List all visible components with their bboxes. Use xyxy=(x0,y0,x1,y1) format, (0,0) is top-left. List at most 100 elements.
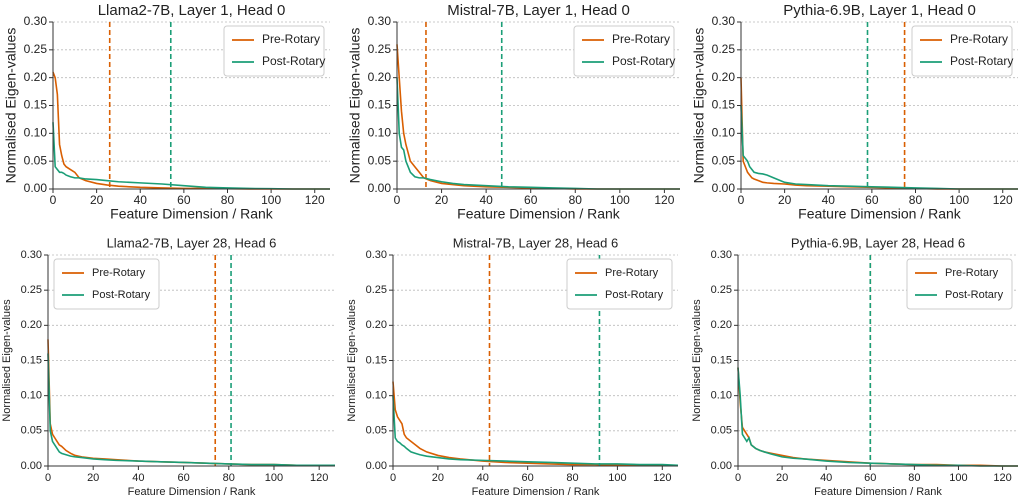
series-line xyxy=(47,339,335,467)
y-tick-label: 0.25 xyxy=(366,284,387,296)
subplot-title: Llama2-7B, Layer 1, Head 0 xyxy=(98,2,286,19)
y-tick-label: 0.00 xyxy=(368,181,392,195)
x-tick-label: 20 xyxy=(778,193,792,207)
y-tick-label: 0.15 xyxy=(24,98,48,112)
y-tick-label: 0.05 xyxy=(21,425,42,437)
x-tick-label: 0 xyxy=(738,193,745,207)
y-tick-label: 0.25 xyxy=(368,42,392,56)
y-axis-label: Normalised Eigen-values xyxy=(346,299,358,422)
y-tick-label: 0.20 xyxy=(366,319,387,331)
x-tick-label: 40 xyxy=(479,193,493,207)
y-tick-label: 0.30 xyxy=(368,14,392,28)
subplot-title: Pythia-6.9B, Layer 28, Head 6 xyxy=(791,235,965,250)
legend-label: Pre-Rotary xyxy=(945,267,999,279)
y-tick-label: 0.05 xyxy=(368,153,392,167)
series-line xyxy=(392,395,679,467)
x-tick-label: 40 xyxy=(132,472,144,484)
y-tick-label: 0.20 xyxy=(21,319,42,331)
y-tick-label: 0.10 xyxy=(368,126,392,140)
x-tick-label: 100 xyxy=(949,472,967,484)
y-tick-label: 0.15 xyxy=(711,354,732,366)
y-tick-label: 0.05 xyxy=(24,153,48,167)
y-tick-label: 0.15 xyxy=(366,354,387,366)
x-tick-label: 0 xyxy=(735,472,741,484)
y-axis-label: Normalised Eigen-values xyxy=(691,28,707,184)
y-tick-label: 0.05 xyxy=(366,425,387,437)
subplot-title: Llama2-7B, Layer 28, Head 6 xyxy=(107,235,277,250)
subplot: Mistral-7B, Layer 1, Head 0 0.00 0.05 0.10 0… xyxy=(347,2,680,222)
x-tick-label: 40 xyxy=(820,472,832,484)
subplot: Llama2-7B, Layer 1, Head 0 0.00 0.05 0.10 0.… xyxy=(3,2,330,222)
legend-box xyxy=(53,258,160,310)
y-axis-label: Normalised Eigen-values xyxy=(691,299,703,422)
legend-label: Pre-Rotary xyxy=(612,32,670,46)
y-tick-label: 0.05 xyxy=(712,153,736,167)
x-tick-label: 0 xyxy=(45,472,51,484)
x-tick-label: 120 xyxy=(654,193,674,207)
subplot-title: Pythia-6.9B, Layer 1, Head 0 xyxy=(783,2,976,19)
x-tick-label: 20 xyxy=(90,193,104,207)
legend-label: Post-Rotary xyxy=(950,54,1013,68)
x-tick-label: 0 xyxy=(390,472,396,484)
y-tick-label: 0.20 xyxy=(712,70,736,84)
y-tick-label: 0.00 xyxy=(711,460,732,472)
series-line xyxy=(52,71,330,190)
y-tick-label: 0.30 xyxy=(24,14,48,28)
y-tick-label: 0.10 xyxy=(711,390,732,402)
x-tick-label: 100 xyxy=(261,193,281,207)
x-tick-label: 80 xyxy=(566,472,578,484)
x-tick-label: 0 xyxy=(50,193,57,207)
x-tick-label: 60 xyxy=(177,193,191,207)
y-tick-label: 0.30 xyxy=(711,249,732,261)
x-tick-label: 60 xyxy=(865,193,879,207)
legend-box xyxy=(911,25,1013,77)
y-tick-label: 0.25 xyxy=(712,42,736,56)
y-axis-label: Normalised Eigen-values xyxy=(347,28,363,184)
y-tick-label: 0.10 xyxy=(21,390,42,402)
x-tick-label: 120 xyxy=(993,193,1013,207)
series-line xyxy=(737,367,1018,467)
y-tick-label: 0.15 xyxy=(368,98,392,112)
y-axis-label: Normalised Eigen-values xyxy=(1,299,13,422)
x-tick-label: 100 xyxy=(265,472,283,484)
legend-label: Post-Rotary xyxy=(262,54,325,68)
y-tick-label: 0.15 xyxy=(21,354,42,366)
x-axis-label: Feature Dimension / Rank xyxy=(798,206,962,222)
x-axis-label: Feature Dimension / Rank xyxy=(457,206,621,222)
x-tick-label: 80 xyxy=(221,193,235,207)
x-tick-label: 120 xyxy=(993,472,1011,484)
legend-label: Pre-Rotary xyxy=(92,267,146,279)
legend-label: Post-Rotary xyxy=(92,289,151,301)
legend-box xyxy=(223,25,325,77)
series-line xyxy=(47,353,335,467)
x-tick-label: 60 xyxy=(522,472,534,484)
x-tick-label: 120 xyxy=(653,472,671,484)
x-tick-label: 100 xyxy=(610,193,630,207)
subplot: Mistral-7B, Layer 28, Head 6 0.00 0.05 0.10… xyxy=(346,235,679,498)
x-tick-label: 40 xyxy=(822,193,836,207)
x-tick-label: 0 xyxy=(394,193,401,207)
subplot: Pythia-6.9B, Layer 28, Head 6 0.00 0.05 0.1… xyxy=(691,235,1018,498)
legend-label: Pre-Rotary xyxy=(605,267,659,279)
y-tick-label: 0.00 xyxy=(24,181,48,195)
x-axis-label: Feature Dimension / Rank xyxy=(110,206,274,222)
x-tick-label: 120 xyxy=(305,193,325,207)
x-tick-label: 20 xyxy=(432,472,444,484)
y-tick-label: 0.20 xyxy=(711,319,732,331)
x-axis-label: Feature Dimension / Rank xyxy=(814,486,942,498)
series-line xyxy=(740,105,1018,190)
x-tick-label: 20 xyxy=(435,193,449,207)
x-tick-label: 60 xyxy=(864,472,876,484)
y-tick-label: 0.30 xyxy=(366,249,387,261)
x-tick-label: 20 xyxy=(776,472,788,484)
y-tick-label: 0.30 xyxy=(712,14,736,28)
legend-label: Post-Rotary xyxy=(612,54,675,68)
x-axis-label: Feature Dimension / Rank xyxy=(128,486,256,498)
x-tick-label: 60 xyxy=(524,193,538,207)
y-tick-label: 0.25 xyxy=(21,284,42,296)
legend-box xyxy=(573,25,675,77)
x-tick-label: 80 xyxy=(569,193,583,207)
x-tick-label: 80 xyxy=(908,472,920,484)
x-tick-label: 80 xyxy=(909,193,923,207)
subplot-title: Mistral-7B, Layer 28, Head 6 xyxy=(453,235,618,250)
